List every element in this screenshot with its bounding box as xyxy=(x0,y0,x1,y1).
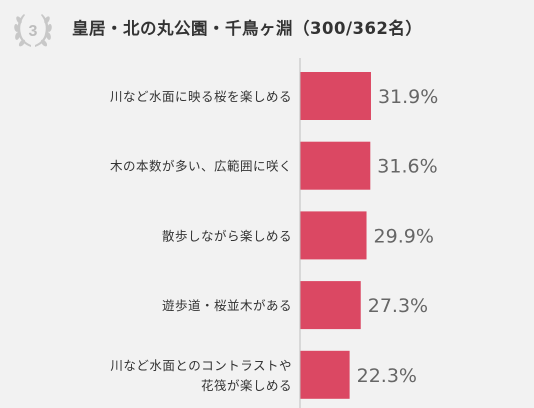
bar-5 xyxy=(300,350,350,399)
bar-3 xyxy=(300,211,367,260)
value-label-3: 29.9% xyxy=(374,225,434,247)
bar-2 xyxy=(300,141,371,190)
bar-4 xyxy=(300,281,361,330)
value-label-1: 31.9% xyxy=(378,86,438,108)
category-label-5: 川など水面とのコントラストや花筏が楽しめる xyxy=(110,358,292,393)
laurel-wreath-icon xyxy=(14,14,52,47)
rank-number: 3 xyxy=(29,23,38,40)
value-label-4: 27.3% xyxy=(368,295,428,317)
value-label-2: 31.6% xyxy=(377,156,437,178)
rank-badge: 3 xyxy=(14,14,52,47)
value-label-5: 22.3% xyxy=(357,365,417,387)
category-label-2: 木の本数が多い、広範囲に咲く xyxy=(110,159,292,174)
category-label-4: 遊歩道・桜並木がある xyxy=(162,298,292,313)
category-label-1: 川など水面に映る桜を楽しめる xyxy=(110,89,292,104)
category-label-3: 散歩しながら楽しめる xyxy=(162,228,292,243)
bar-1 xyxy=(300,72,371,120)
chart-title: 皇居・北の丸公園・千鳥ヶ淵（300/362名） xyxy=(72,19,423,38)
